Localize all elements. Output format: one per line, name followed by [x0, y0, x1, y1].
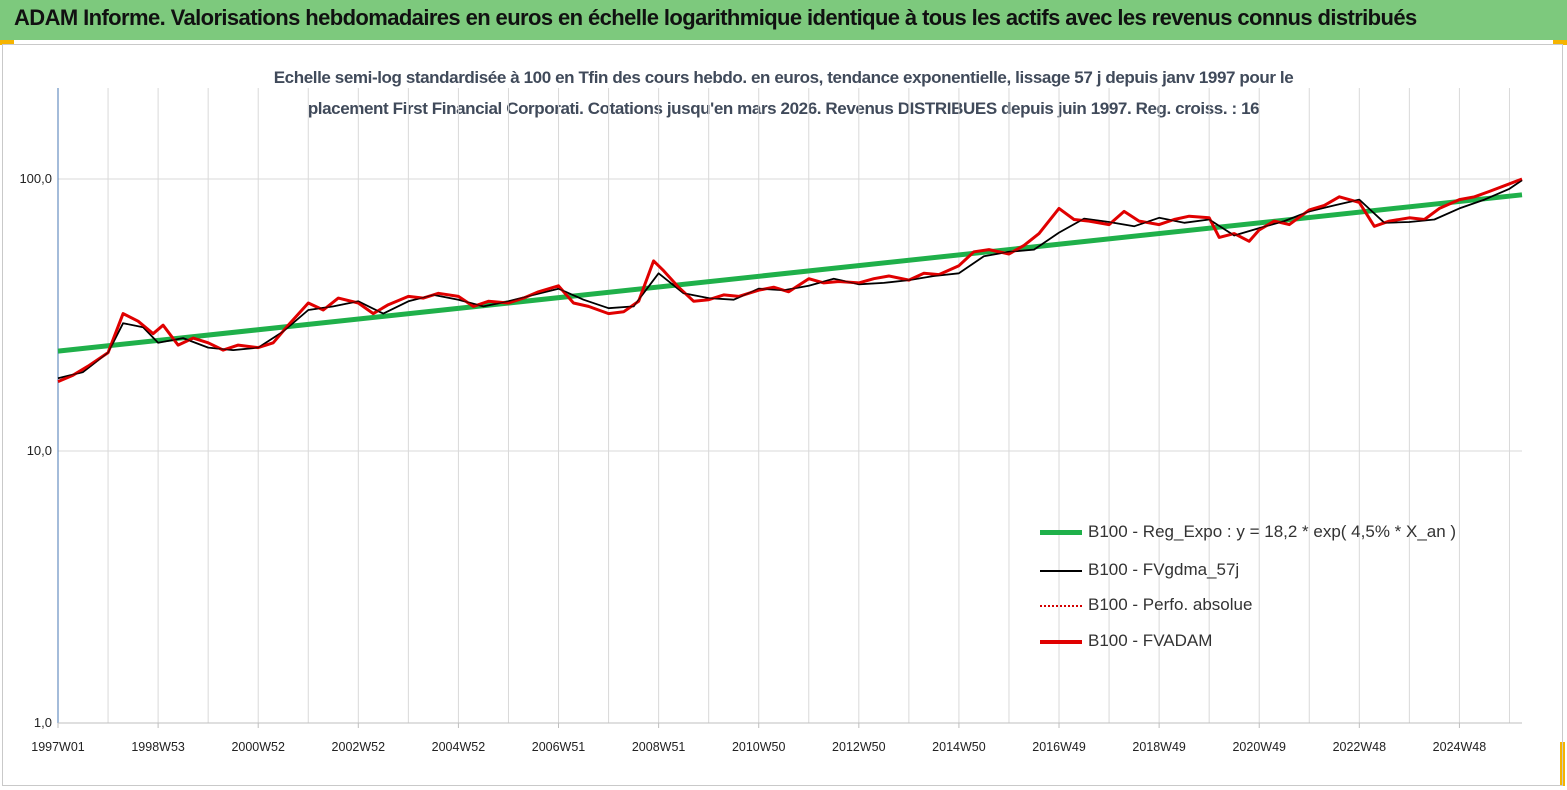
chart-title-line-2: placement First Financial Corporati. Cot… — [307, 99, 1260, 118]
legend-label-regression: B100 - Reg_Expo : y = 18,2 * exp( 4,5% *… — [1088, 522, 1457, 541]
y-tick-label: 1,0 — [33, 715, 52, 730]
legend-swatch-fvadam — [1040, 640, 1082, 644]
chart-area — [2, 44, 1563, 786]
x-tick-label: 2016W49 — [1032, 740, 1086, 754]
legend-label-fvadam: B100 - FVADAM — [1088, 631, 1213, 650]
y-tick-label: 10,0 — [26, 443, 52, 458]
header-bar: ADAM Informe. Valorisations hebdomadaire… — [0, 0, 1567, 40]
chart-title-line-1: Echelle semi-log standardisée à 100 en T… — [273, 68, 1294, 87]
x-tick-label: 2008W51 — [631, 740, 686, 754]
x-tick-label: 2014W50 — [932, 740, 986, 754]
x-tick-label: 2002W52 — [331, 740, 386, 754]
page-title: ADAM Informe. Valorisations hebdomadaire… — [14, 5, 1417, 30]
legend-label-moving-average: B100 - FVgdma_57j — [1088, 560, 1240, 579]
corner-mark-top-left — [0, 40, 14, 45]
legend-swatch-regression — [1040, 530, 1082, 535]
x-tick-label: 2010W50 — [731, 740, 786, 754]
x-tick-label: 2004W52 — [431, 740, 486, 754]
x-tick-label: 2024W48 — [1432, 740, 1487, 754]
series-line-fvadam — [57, 177, 1523, 383]
x-tick-label: 1997W01 — [31, 740, 85, 754]
x-tick-label: 2020W49 — [1232, 740, 1286, 754]
x-tick-label: 2012W50 — [832, 740, 886, 754]
y-tick-label: 100,0 — [19, 171, 52, 186]
x-tick-label: 1998W53 — [131, 740, 185, 754]
legend-label-perfo-absolue: B100 - Perfo. absolue — [1088, 595, 1253, 614]
series-line-regression — [57, 192, 1523, 354]
x-tick-label: 2006W51 — [531, 740, 586, 754]
series-line-moving-average-overlay — [57, 179, 1523, 379]
legend-swatch-moving-average — [1040, 570, 1082, 572]
x-tick-label: 2022W48 — [1332, 740, 1387, 754]
series-line-moving-average — [57, 179, 1523, 380]
x-tick-label: 2018W49 — [1132, 740, 1186, 754]
legend-swatch-perfo-absolue — [1040, 605, 1082, 607]
x-tick-label: 2000W52 — [231, 740, 285, 754]
corner-mark-top-right — [1553, 40, 1567, 45]
